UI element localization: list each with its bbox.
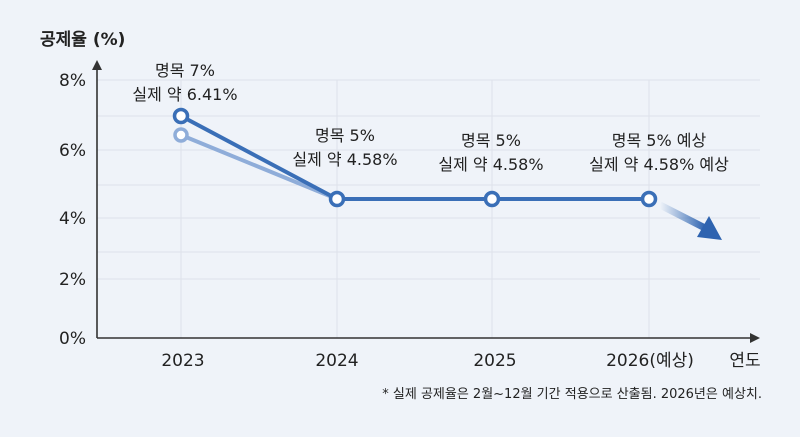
- svg-text:실제 약 6.41%: 실제 약 6.41%: [132, 85, 237, 104]
- x-axis-title: 연도: [729, 351, 760, 371]
- svg-text:4%: 4%: [59, 209, 86, 229]
- trend-arrow-icon: [658, 201, 722, 240]
- series-actual: [173, 127, 339, 201]
- footnote: * 실제 공제율은 2월~12월 기간 적용으로 산출됨. 2026년은 예상치…: [382, 387, 762, 402]
- data-point: [172, 107, 190, 125]
- annotations: 명목 7% 실제 약 6.41% 명목 5% 실제 약 4.58% 명목 5% …: [132, 61, 729, 174]
- svg-text:명목 5%: 명목 5%: [315, 126, 375, 145]
- svg-text:2%: 2%: [59, 270, 86, 290]
- y-tick-labels: 8% 6% 4% 2% 0%: [59, 71, 86, 349]
- svg-text:8%: 8%: [59, 71, 86, 91]
- svg-text:명목 5%: 명목 5%: [461, 131, 521, 150]
- x-tick-labels: 2023 2024 2025 2026(예상): [161, 351, 694, 371]
- svg-text:2026(예상): 2026(예상): [606, 351, 694, 371]
- svg-text:실제 약 4.58%: 실제 약 4.58%: [292, 150, 397, 169]
- axes: [92, 60, 760, 343]
- svg-text:명목 5% 예상: 명목 5% 예상: [612, 131, 707, 150]
- svg-text:실제 약 4.58%: 실제 약 4.58%: [438, 155, 543, 174]
- svg-text:명목 7%: 명목 7%: [155, 61, 215, 80]
- svg-text:2025: 2025: [473, 351, 516, 371]
- svg-text:2024: 2024: [315, 351, 358, 371]
- svg-text:6%: 6%: [59, 141, 86, 161]
- series-nominal: [172, 107, 658, 208]
- svg-text:0%: 0%: [59, 329, 86, 349]
- grid: [97, 79, 760, 338]
- y-axis-title: 공제율 (%): [40, 30, 125, 50]
- data-point: [640, 190, 658, 208]
- data-point: [328, 190, 346, 208]
- data-point: [173, 127, 189, 143]
- data-point: [483, 190, 501, 208]
- svg-text:실제 약 4.58% 예상: 실제 약 4.58% 예상: [589, 155, 729, 174]
- svg-text:2023: 2023: [161, 351, 204, 371]
